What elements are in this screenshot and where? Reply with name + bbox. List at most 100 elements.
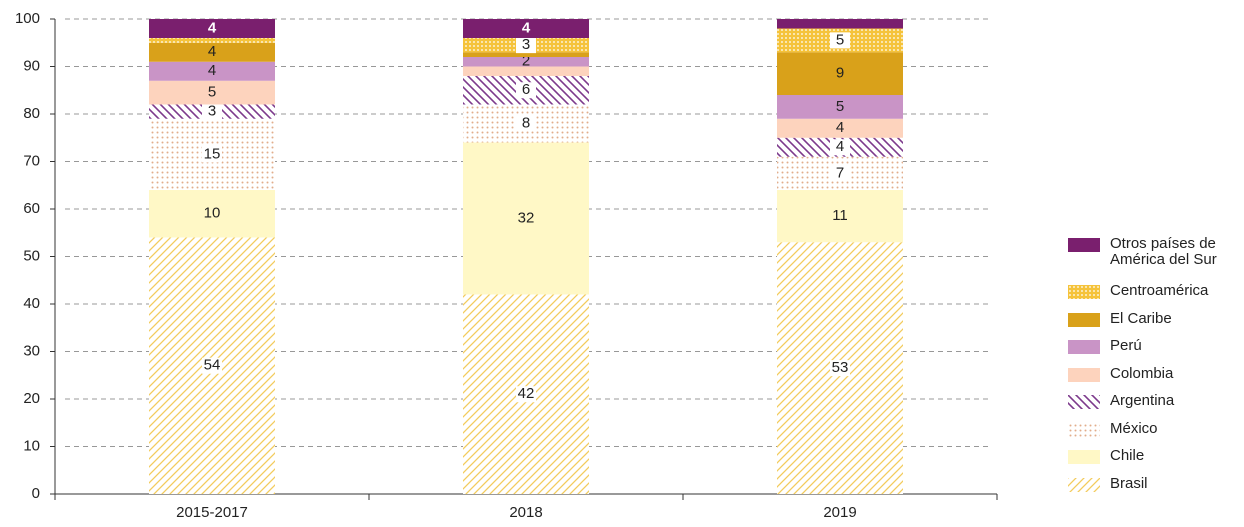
data-label: 53 — [832, 359, 849, 376]
data-label: 9 — [836, 65, 844, 82]
bar-segment — [149, 19, 275, 38]
bar-segment — [463, 52, 589, 57]
legend-swatch — [1068, 312, 1100, 327]
data-label: 54 — [204, 357, 221, 374]
legend-swatch — [1068, 450, 1100, 464]
y-tick-label: 40 — [23, 295, 40, 312]
bar-segment — [777, 95, 903, 119]
legend-label: Chile — [1110, 447, 1145, 464]
y-tick-label: 70 — [23, 152, 40, 169]
legend-swatch-fill — [1068, 422, 1100, 437]
legend-item: Otros países de América del Sur — [1068, 236, 1238, 283]
data-label: 4 — [208, 43, 216, 60]
y-tick-label: 50 — [23, 247, 40, 264]
y-tick-label: 20 — [23, 390, 40, 407]
legend-item: Perú — [1068, 338, 1238, 366]
legend-swatch-fill — [1068, 238, 1100, 252]
y-tick-label: 0 — [32, 485, 40, 502]
legend-swatch-fill — [1068, 312, 1100, 327]
data-label: 42 — [518, 385, 535, 402]
label-bg — [202, 357, 222, 374]
legend-item: Centroamérica — [1068, 283, 1238, 311]
legend-swatch — [1068, 477, 1100, 492]
data-label: 4 — [836, 138, 844, 155]
label-bg — [516, 386, 536, 403]
legend-label: Otros países de América del Sur — [1110, 235, 1217, 268]
x-tick-label: 2019 — [823, 504, 856, 521]
legend-swatch — [1068, 285, 1100, 299]
legend-label: Centroamérica — [1110, 282, 1209, 299]
legend-swatch — [1068, 422, 1100, 437]
label-bg — [516, 115, 536, 132]
label-bg — [516, 37, 536, 54]
bar-segment — [777, 190, 903, 243]
data-label: 3 — [522, 36, 530, 53]
data-label: 4 — [208, 62, 216, 79]
legend-label: México — [1110, 419, 1158, 437]
legend-label: Perú — [1110, 337, 1142, 354]
label-bg — [202, 146, 222, 163]
bar-segment — [149, 42, 275, 62]
data-label: 32 — [518, 209, 535, 226]
x-tick-label: 2015-2017 — [176, 504, 248, 521]
legend-item: Argentina — [1068, 393, 1238, 421]
data-label: 15 — [204, 145, 221, 162]
bar-segment — [149, 80, 275, 105]
legend-item: Colombia — [1068, 364, 1238, 394]
label-bg — [830, 139, 850, 156]
y-tick-label: 10 — [23, 437, 40, 454]
bar-segment — [463, 19, 589, 38]
label-bg — [830, 165, 850, 182]
label-bg — [830, 32, 850, 49]
bar-segment — [149, 61, 275, 81]
bar-segment — [777, 52, 903, 95]
legend-label: Brasil — [1110, 474, 1148, 492]
legend-swatch-fill — [1068, 285, 1100, 299]
legend-item: Chile — [1068, 448, 1238, 476]
bar-segment — [463, 142, 589, 295]
label-bg — [830, 360, 850, 377]
data-label: 7 — [836, 164, 844, 181]
bar-segment — [149, 190, 275, 238]
legend-item: El Caribe — [1068, 309, 1238, 339]
data-label: 2 — [522, 53, 530, 70]
data-label: 3 — [208, 103, 216, 120]
y-tick-label: 100 — [15, 10, 40, 27]
data-label: 4 — [836, 119, 844, 136]
data-label: 5 — [836, 31, 844, 48]
legend-label: Colombia — [1110, 364, 1174, 382]
legend-swatch — [1068, 367, 1100, 382]
legend-swatch-fill — [1068, 450, 1100, 464]
bar-segment — [777, 118, 903, 138]
legend-swatch — [1068, 395, 1100, 409]
legend-item: México — [1068, 419, 1238, 449]
legend-item: Brasil — [1068, 474, 1238, 504]
bar-segment — [149, 38, 275, 43]
legend-swatch-fill — [1068, 367, 1100, 382]
legend: Otros países de América del Sur Centroamé… — [1068, 236, 1238, 503]
bar-segment — [463, 57, 589, 67]
data-label: 6 — [522, 81, 530, 98]
x-tick-label: 2018 — [509, 504, 542, 521]
legend-swatch-fill — [1068, 395, 1100, 409]
data-label: 10 — [204, 205, 221, 222]
data-label: 5 — [208, 84, 216, 101]
bar-segment — [463, 66, 589, 76]
label-bg — [202, 103, 222, 120]
legend-swatch-fill — [1068, 477, 1100, 492]
data-label: 4 — [208, 19, 217, 36]
bar-segment — [777, 19, 903, 29]
legend-label: El Caribe — [1110, 309, 1172, 327]
legend-swatch — [1068, 238, 1100, 252]
data-label: 11 — [832, 207, 848, 224]
label-bg — [516, 82, 536, 99]
y-tick-label: 90 — [23, 57, 40, 74]
legend-swatch-fill — [1068, 340, 1100, 354]
data-label: 8 — [522, 114, 530, 131]
data-label: 5 — [836, 98, 844, 115]
y-tick-label: 80 — [23, 105, 40, 122]
data-label: 4 — [522, 19, 531, 36]
legend-label: Argentina — [1110, 392, 1175, 409]
y-tick-label: 30 — [23, 342, 40, 359]
